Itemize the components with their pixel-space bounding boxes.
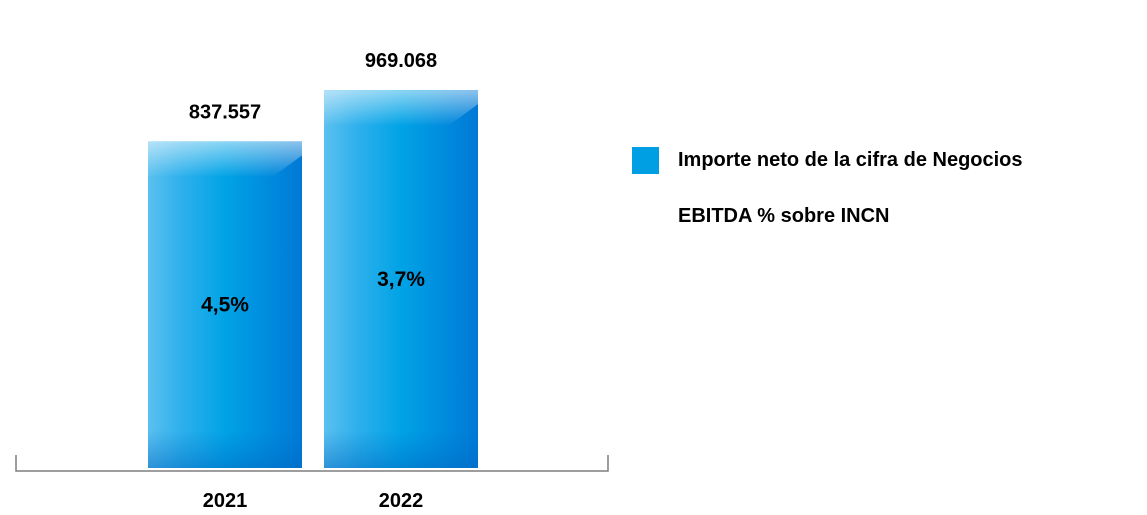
legend-item-sales: Importe neto de la cifra de Negocios [632,144,1023,176]
bar-2021 [148,141,302,468]
x-tick-label-2022: 2022 [379,490,424,512]
legend-item-ebitda: EBITDA % sobre INCN [632,200,1023,232]
legend: Importe neto de la cifra de Negocios EBI… [632,144,1023,256]
bar-value-label-2022: 969.068 [365,50,437,72]
legend-label-ebitda: EBITDA % sobre INCN [678,204,890,227]
x-axis-line [15,455,609,472]
x-tick-label-2021: 2021 [203,490,248,512]
bar-value-label-2021: 837.557 [189,101,261,123]
bar-2022 [324,90,478,468]
legend-spacer-ebitda [632,203,659,230]
legend-label-sales: Importe neto de la cifra de Negocios [678,148,1023,171]
ebitda-label-2022: 3,7% [377,268,425,291]
ebitda-label-2021: 4,5% [201,294,249,317]
legend-swatch-sales [632,146,659,174]
